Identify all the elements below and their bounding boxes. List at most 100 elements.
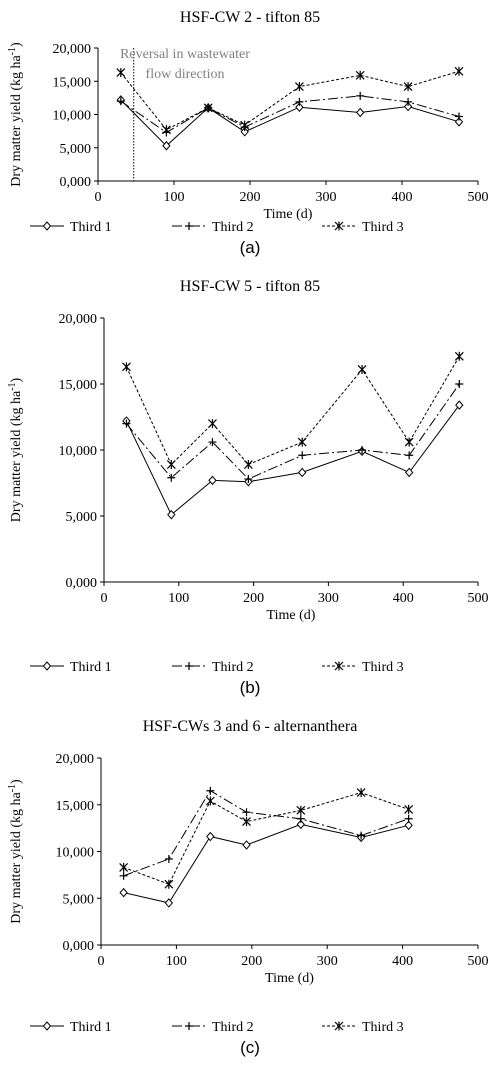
data-point — [296, 814, 305, 823]
annotation-text: Reversal in wastewater — [120, 47, 250, 62]
data-point — [206, 831, 215, 842]
data-point — [243, 460, 253, 470]
data-point — [296, 819, 305, 830]
data-point — [356, 788, 366, 798]
legend-marker — [42, 661, 52, 671]
legend-marker — [334, 221, 344, 231]
legend-label: Third 1 — [70, 220, 112, 235]
data-point — [295, 102, 304, 112]
legend-marker — [334, 661, 344, 671]
legend-label: Third 2 — [212, 220, 254, 235]
data-point — [455, 380, 464, 388]
series-1 — [122, 400, 464, 520]
y-tick-label: 20,000 — [59, 312, 98, 327]
data-point — [164, 854, 173, 863]
data-point — [405, 467, 414, 478]
panel-label: (a) — [240, 238, 261, 257]
chart-panel-2: HSF-CW 5 - tifton 85 0,000 5,000 10,000 15,0… — [7, 278, 489, 697]
data-point — [244, 475, 253, 484]
x-tick-label: 500 — [468, 190, 489, 205]
data-point — [298, 467, 307, 478]
x-tick-label: 400 — [392, 954, 413, 969]
series-line — [123, 792, 409, 885]
y-tick-label: 10,000 — [56, 846, 95, 861]
series-line — [120, 99, 460, 147]
data-point — [166, 460, 176, 470]
data-point — [242, 808, 251, 817]
x-axis-label: Time (d) — [267, 608, 316, 623]
data-point — [355, 70, 365, 80]
data-point — [205, 796, 215, 806]
x-axis-label: Time (d) — [265, 971, 314, 986]
y-tick-label: 5,000 — [66, 510, 98, 525]
panel-label: (b) — [240, 678, 261, 697]
data-point — [298, 451, 307, 460]
legend-label: Third 3 — [362, 220, 404, 235]
legend-marker — [185, 222, 193, 230]
x-tick-label: 100 — [164, 190, 185, 205]
data-point — [297, 437, 307, 447]
x-tick-label: 500 — [468, 591, 489, 606]
data-point — [357, 364, 367, 374]
data-point — [162, 140, 171, 151]
data-point — [404, 814, 413, 823]
x-tick-label: 0 — [98, 954, 105, 969]
data-point — [455, 112, 463, 121]
legend-marker — [42, 221, 52, 231]
data-point — [206, 786, 215, 795]
series-line — [125, 404, 460, 516]
x-tick-label: 400 — [392, 190, 413, 205]
x-tick-label: 0 — [101, 591, 108, 606]
chart-panel-1: HSF-CW 2 - tifton 85 0,000 5,000 10,000 15,0… — [7, 9, 489, 257]
data-point — [116, 97, 125, 106]
annotation-text: flow direction — [146, 67, 225, 82]
y-tick-label: 15,000 — [59, 378, 98, 393]
series-line — [126, 383, 460, 480]
x-tick-label: 200 — [241, 954, 262, 969]
data-point — [208, 419, 217, 429]
data-point — [240, 127, 249, 137]
y-tick-label: 20,000 — [53, 42, 92, 57]
data-point — [161, 125, 171, 135]
series-3 — [122, 351, 464, 470]
data-point — [358, 446, 367, 454]
data-point — [242, 840, 251, 850]
data-point — [403, 101, 413, 112]
x-tick-label: 400 — [393, 591, 414, 606]
chart-title: HSF-CW 2 - tifton 85 — [180, 9, 320, 26]
y-tick-label: 15,000 — [56, 799, 95, 814]
series-2 — [122, 380, 464, 484]
x-tick-label: 0 — [95, 190, 102, 205]
chart-title: HSF-CW 5 - tifton 85 — [180, 278, 320, 295]
data-point — [167, 473, 176, 482]
data-point — [295, 97, 304, 106]
data-point — [357, 831, 366, 840]
legend-marker — [42, 1021, 52, 1031]
y-axis-label: Dry matter yield (kg ha-1) — [7, 779, 25, 924]
series-1 — [116, 95, 464, 151]
y-tick-label: 5,000 — [60, 142, 92, 157]
x-tick-label: 100 — [166, 954, 187, 969]
x-tick-label: 500 — [468, 954, 489, 969]
data-point — [240, 120, 250, 130]
y-tick-label: 15,000 — [53, 75, 92, 90]
data-point — [404, 820, 413, 831]
legend: Third 1 Third 2 Third 3 — [30, 220, 404, 235]
legend: Third 1 Third 2 Third 3 — [30, 660, 404, 675]
x-tick-label: 300 — [317, 954, 338, 969]
data-point — [405, 451, 414, 460]
data-point — [404, 804, 414, 814]
y-tick-label: 10,000 — [53, 109, 92, 124]
data-point — [164, 879, 174, 889]
y-axis-label: Dry matter yield (kg ha-1) — [7, 42, 25, 187]
legend-label: Third 1 — [70, 660, 112, 675]
data-point — [119, 862, 129, 872]
y-tick-label: 0,000 — [66, 576, 98, 591]
series-2 — [116, 91, 463, 137]
data-point — [122, 362, 131, 372]
legend-label: Third 1 — [70, 1020, 112, 1035]
data-point — [116, 68, 126, 78]
data-point — [454, 66, 464, 76]
legend-label: Third 3 — [362, 660, 404, 675]
